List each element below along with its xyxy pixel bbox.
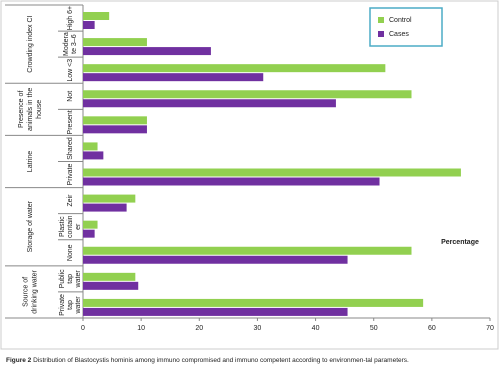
bar bbox=[83, 246, 412, 255]
x-axis-label: Percentage bbox=[441, 239, 479, 246]
category-label: Public bbox=[59, 269, 66, 289]
bar bbox=[83, 64, 386, 73]
bar bbox=[83, 203, 127, 212]
legend-label: Cases bbox=[389, 31, 409, 38]
bar bbox=[83, 99, 336, 108]
x-tick-label: 50 bbox=[370, 325, 378, 332]
x-tick-label: 70 bbox=[486, 325, 494, 332]
bar bbox=[83, 255, 348, 264]
caption-label: Figure 2 bbox=[6, 357, 32, 364]
category-label: Plastic bbox=[59, 216, 66, 237]
bar bbox=[83, 116, 147, 125]
group-label: drinking water bbox=[31, 269, 38, 313]
caption-text: Distribution of Blastocystis hominis amo… bbox=[33, 357, 409, 364]
bar bbox=[83, 220, 98, 229]
legend-box bbox=[369, 7, 443, 47]
category-label: Private bbox=[67, 164, 74, 186]
legend: Control Cases bbox=[369, 7, 443, 47]
category-label: Low <3 bbox=[67, 59, 74, 82]
x-tick-label: 30 bbox=[254, 325, 262, 332]
bar bbox=[83, 229, 95, 238]
group-label: Storage of water bbox=[27, 200, 34, 252]
category-label: None bbox=[67, 244, 74, 261]
legend-swatch bbox=[378, 31, 384, 37]
category-label: Zeir bbox=[67, 194, 74, 207]
category-label: er bbox=[75, 223, 82, 230]
category-label: water bbox=[75, 270, 82, 289]
x-tick-label: 20 bbox=[195, 325, 203, 332]
group-label: Presence of bbox=[18, 91, 25, 128]
bar bbox=[83, 151, 104, 160]
group-label: Source of bbox=[22, 277, 29, 307]
x-tick-label: 10 bbox=[137, 325, 145, 332]
category-label: water bbox=[75, 296, 82, 315]
bar bbox=[83, 168, 461, 177]
group-label: Latrine bbox=[27, 151, 34, 173]
category-label: tap bbox=[67, 274, 74, 284]
category-label: tap bbox=[67, 300, 74, 310]
chart: 0 10 20 30 40 50 60 70 Percentage High 6+ Modera te… bbox=[0, 0, 499, 350]
bar bbox=[83, 47, 211, 56]
bar bbox=[83, 307, 348, 316]
category-label: Present bbox=[67, 110, 74, 134]
chart-border bbox=[0, 0, 499, 350]
group-label: Crowding index CI bbox=[27, 15, 34, 72]
bar bbox=[83, 177, 380, 186]
bar bbox=[83, 142, 98, 151]
bar bbox=[83, 21, 95, 29]
category-label: Shared bbox=[67, 137, 74, 160]
bar bbox=[83, 125, 147, 134]
category-label: contain bbox=[67, 215, 74, 238]
bar bbox=[83, 272, 136, 281]
category-label: te 3–6 bbox=[71, 34, 78, 54]
category-label: Private bbox=[59, 294, 66, 316]
x-tick-label: 60 bbox=[428, 325, 436, 332]
bar bbox=[83, 73, 264, 82]
bar bbox=[83, 12, 110, 20]
category-label: Not bbox=[67, 91, 74, 102]
category-label: Modera bbox=[63, 32, 70, 56]
legend-label: Control bbox=[389, 17, 412, 24]
legend-swatch bbox=[378, 17, 384, 23]
bar bbox=[83, 90, 412, 99]
bar bbox=[83, 298, 424, 307]
x-tick-label: 40 bbox=[312, 325, 320, 332]
bar bbox=[83, 281, 139, 290]
group-label: house bbox=[36, 100, 43, 119]
caption: Figure 2 Distribution of Blastocystis ho… bbox=[6, 357, 486, 365]
category-label: High 6+ bbox=[67, 6, 74, 30]
bar bbox=[83, 38, 147, 47]
bar bbox=[83, 194, 136, 203]
x-tick-label: 0 bbox=[81, 325, 85, 332]
group-label: animals in the bbox=[27, 88, 34, 131]
